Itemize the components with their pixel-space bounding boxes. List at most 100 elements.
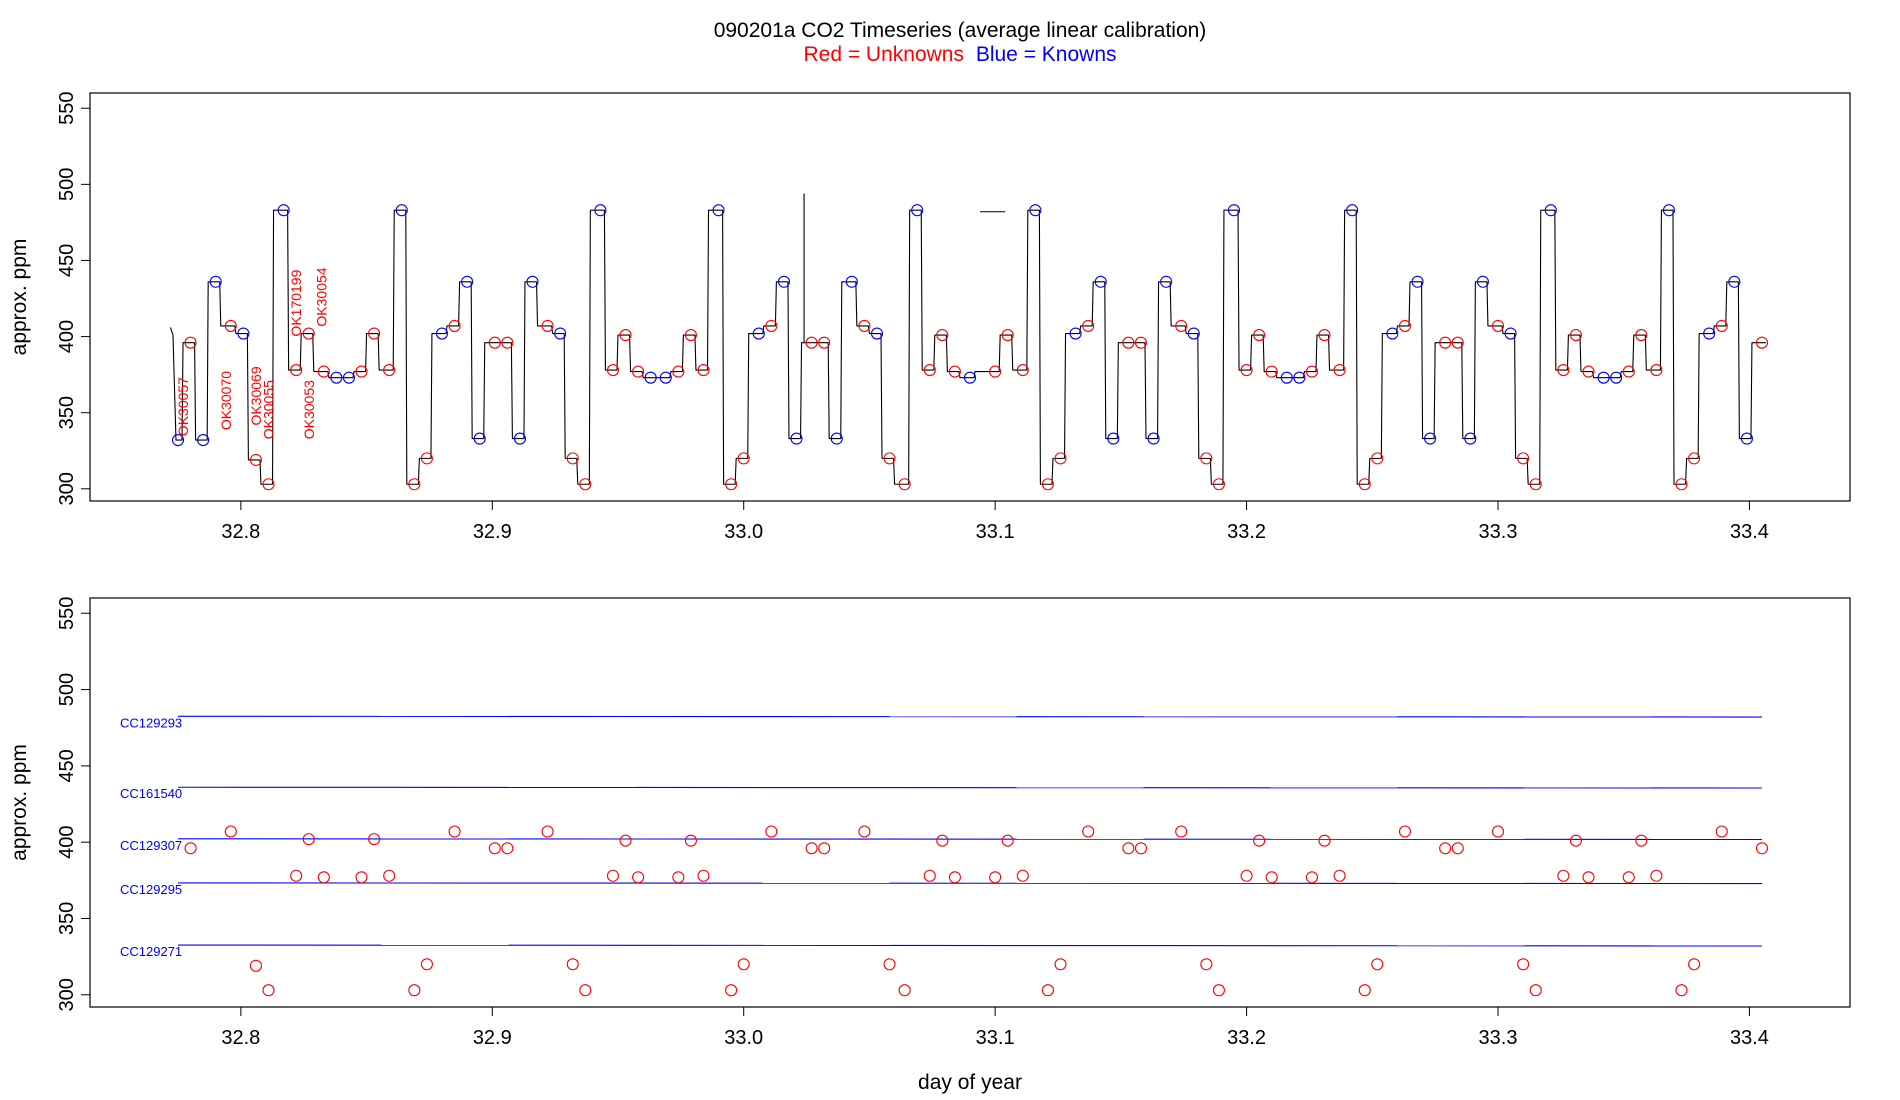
- x-axis-title: day of year: [918, 1071, 1022, 1094]
- unknown-point: [1082, 825, 1095, 838]
- unknown-point: [408, 984, 421, 997]
- known-point: [461, 275, 474, 288]
- unknown-point: [262, 478, 275, 491]
- unknown-point: [948, 365, 961, 378]
- unknown-point: [1253, 329, 1266, 342]
- unknown-point: [805, 336, 818, 349]
- unknown-point: [501, 336, 514, 349]
- unknown-point: [408, 478, 421, 491]
- x-tick-label: 32.8: [221, 1027, 260, 1049]
- sample-id-label: OK30057: [175, 377, 191, 436]
- unknown-point: [1650, 364, 1663, 377]
- unknown-point: [1371, 958, 1384, 971]
- y-tick-label: 500: [56, 673, 78, 706]
- unknown-point: [368, 833, 381, 846]
- standard-line: [177, 882, 1763, 885]
- unknown-point: [501, 842, 514, 855]
- x-tick-label: 32.9: [473, 1027, 512, 1049]
- known-point: [1227, 204, 1241, 217]
- unknown-point: [1371, 452, 1384, 465]
- unknown-point: [1715, 825, 1728, 838]
- unknown-point: [1557, 364, 1570, 377]
- known-point: [435, 327, 449, 340]
- known-point: [209, 275, 222, 288]
- unknown-point: [858, 319, 871, 332]
- unknown-point: [883, 452, 896, 465]
- known-point: [1424, 432, 1437, 445]
- unknown-point: [1200, 452, 1213, 465]
- unknown-point: [883, 958, 896, 971]
- unknown-point: [1517, 452, 1530, 465]
- unknown-point: [317, 871, 330, 884]
- unknown-point: [697, 869, 710, 882]
- unknown-point: [619, 834, 632, 847]
- known-point: [197, 434, 210, 447]
- unknown-point: [488, 336, 501, 349]
- unknown-point: [898, 478, 911, 491]
- known-point: [342, 371, 356, 384]
- known-point: [1069, 327, 1082, 340]
- unknown-point: [184, 336, 197, 349]
- sample-id-label: OK30054: [313, 267, 329, 326]
- y-tick-label: 300: [56, 472, 78, 505]
- unknown-point: [1529, 984, 1542, 997]
- unknown-point: [923, 364, 936, 377]
- unknown-point: [765, 319, 778, 332]
- known-point: [277, 204, 290, 217]
- unknown-point: [1318, 329, 1331, 342]
- unknown-point: [1305, 871, 1318, 884]
- unknown-point: [290, 869, 303, 882]
- unknown-point: [1358, 478, 1371, 491]
- unknown-point: [541, 825, 554, 838]
- known-point: [330, 371, 343, 384]
- unknown-point: [737, 958, 750, 971]
- unknown-point: [936, 329, 949, 342]
- unknown-point: [1635, 329, 1648, 342]
- y-tick-label: 550: [56, 597, 78, 630]
- y-tick-label: 350: [56, 396, 78, 429]
- y-tick-label: 350: [56, 902, 78, 935]
- unknown-point: [1082, 319, 1095, 332]
- unknown-point: [262, 984, 275, 997]
- x-tick-label: 33.0: [724, 521, 763, 543]
- unknown-point: [725, 478, 738, 491]
- standard-line: [177, 715, 1763, 718]
- top-panel: 32.8 32.9 33.0 33.1 33.2 33.3 33.4 300 350 400 450…: [8, 92, 1851, 543]
- unknown-point: [579, 478, 592, 491]
- y-tick-label: 450: [56, 244, 78, 277]
- unknown-point: [1451, 336, 1464, 349]
- y-tick-label: 400: [56, 320, 78, 353]
- known-point: [1464, 432, 1477, 445]
- known-point: [473, 432, 486, 445]
- sample-id-label: OK30069: [248, 366, 264, 425]
- standard-line: [177, 838, 1763, 840]
- unknown-point: [1054, 452, 1067, 465]
- y-tick-label: 500: [56, 168, 78, 201]
- known-point: [659, 371, 672, 384]
- unknown-point: [1491, 825, 1505, 838]
- unknown-point: [302, 327, 315, 340]
- unknown-point: [566, 452, 579, 465]
- known-point: [790, 432, 803, 445]
- unknown-point: [420, 958, 433, 971]
- known-point: [1597, 371, 1610, 384]
- unknown-point: [1200, 958, 1213, 971]
- unknown-point: [936, 834, 949, 847]
- x-tick-label: 33.0: [724, 1027, 763, 1049]
- unknown-point: [1529, 478, 1542, 491]
- unknown-point: [898, 984, 911, 997]
- unknown-point: [1582, 871, 1595, 884]
- x-tick-label: 33.1: [976, 1027, 1015, 1049]
- unknown-point: [290, 364, 303, 377]
- unknown-point: [606, 364, 620, 377]
- known-point: [1293, 371, 1306, 384]
- chart-title: 090201a CO2 Timeseries (average linear c…: [714, 19, 1207, 42]
- unknown-point: [1650, 869, 1663, 882]
- y-axis-title: approx. ppm: [8, 744, 31, 861]
- known-point: [513, 432, 526, 445]
- known-point: [752, 327, 765, 340]
- unknown-point: [224, 319, 237, 332]
- unknown-point: [1569, 834, 1582, 847]
- unknown-point: [805, 842, 818, 855]
- x-tick-label: 33.3: [1479, 521, 1518, 543]
